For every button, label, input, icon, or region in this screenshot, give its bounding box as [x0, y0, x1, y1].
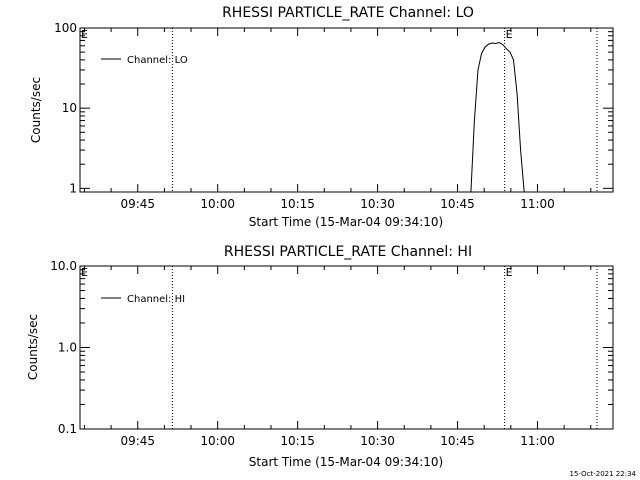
- y-tick-label: 1: [69, 181, 77, 195]
- panel-hi-axes: 09:45 10:00 10:15 10:30 10:45 11:00 0.1 1.0 10.0: [50, 259, 613, 448]
- x-tick-label: 11:00: [520, 197, 555, 211]
- series-line: [470, 41, 525, 192]
- legend-label-lo: Channel: LO: [127, 55, 188, 66]
- panel-lo-xlabel: Start Time (15-Mar-04 09:34:10): [249, 215, 443, 229]
- event-marker: E: [506, 28, 513, 41]
- y-tick-label: 1.0: [58, 341, 77, 355]
- x-tick-label: 10:15: [280, 434, 315, 448]
- panel-lo-ylabel: Counts/sec: [29, 77, 43, 143]
- y-tick-label: 10: [62, 101, 77, 115]
- x-tick-label: 10:00: [200, 197, 235, 211]
- panel-hi-plot-frame: [79, 265, 614, 430]
- x-tick-label: 11:00: [520, 434, 555, 448]
- panel-lo-legend: Channel: LO: [101, 55, 188, 66]
- panel-hi-vlines: [171, 266, 598, 429]
- panel-lo: RHESSI PARTICLE_RATE Channel: LO Counts/…: [29, 5, 614, 229]
- y-tick-label: 0.1: [58, 422, 77, 436]
- x-tick-label: 10:30: [360, 197, 395, 211]
- x-tick-label: 10:00: [200, 434, 235, 448]
- panel-lo-title: RHESSI PARTICLE_RATE Channel: LO: [222, 5, 474, 21]
- footer-timestamp: 15-Oct-2021 22:34: [570, 470, 637, 478]
- panel-lo-vlines: [171, 28, 598, 192]
- x-tick-label: 10:45: [440, 434, 475, 448]
- panel-hi-legend: Channel: HI: [101, 294, 185, 305]
- event-marker: E: [81, 28, 88, 41]
- panel-hi-ylabel: Counts/sec: [26, 314, 40, 380]
- panel-lo-series: [470, 41, 525, 192]
- y-tick-label: 10.0: [50, 259, 77, 273]
- x-tick-label: 10:45: [440, 197, 475, 211]
- panel-lo-axes: 09:45 10:00 10:15 10:30 10:45 11:00 1 10 100: [54, 21, 613, 211]
- panel-hi-xlabel: Start Time (15-Mar-04 09:34:10): [249, 455, 443, 469]
- legend-label-hi: Channel: HI: [127, 294, 185, 305]
- x-tick-label: 10:15: [280, 197, 315, 211]
- panel-hi-title: RHESSI PARTICLE_RATE Channel: HI: [224, 244, 472, 260]
- y-tick-label: 100: [54, 21, 77, 35]
- x-tick-label: 09:45: [120, 197, 155, 211]
- panel-lo-plot-frame: [79, 27, 614, 193]
- panel-hi: RHESSI PARTICLE_RATE Channel: HI Counts/…: [26, 244, 614, 469]
- x-tick-label: 10:30: [360, 434, 395, 448]
- event-marker: E: [506, 266, 513, 279]
- x-tick-label: 09:45: [120, 434, 155, 448]
- event-marker: E: [81, 266, 88, 279]
